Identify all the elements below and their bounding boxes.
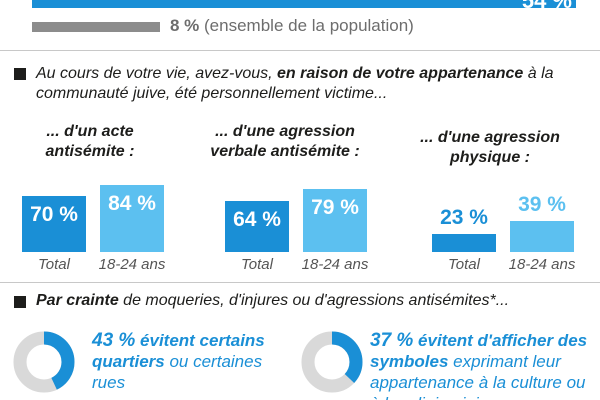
question-fear: Par crainte de moqueries, d'injures ou d… [36,292,510,309]
bar-value-label: 79 % [311,195,359,219]
bar-category-label: Total [241,256,273,273]
group-title-line: physique : [449,149,530,166]
donut-arc [13,331,75,393]
bar-value-label: 23 % [440,205,488,229]
question-victim: Au cours de votre vie, avez-vous, en rai… [36,65,554,102]
group-title-line: antisémite : [45,143,135,160]
population-text: (ensemble de la population) [199,16,414,35]
group-title-line: ... d'une agression [420,129,560,146]
bar-value-label: 84 % [108,191,156,215]
bar-category-label: 18-24 ans [301,256,369,273]
stat-percent: 43 % [92,330,136,351]
group-title-0: ... d'un acte antisémite : [0,122,200,162]
stat-bold-text: évitent certains quartiers [92,331,265,371]
section-bullet-square-2 [14,296,26,308]
top-result-value: 54 % [521,0,572,13]
stat-rest-text: ou certaines rues [92,352,263,392]
group-title-line: verbale antisémite : [210,143,360,160]
bar-category-label: Total [38,256,70,273]
donut-arc [301,331,363,393]
donut-chart-0 [13,331,75,393]
group-title-line: ... d'une agression [215,123,355,140]
stat-text-1: 37 % évitent d'afficher des symboles exp… [370,330,596,400]
bar-value-label: 39 % [518,192,566,216]
bar-category-label: 18-24 ans [98,256,166,273]
group-title-2: ... d'une agression physique : [380,128,600,168]
population-label: 8 % (ensemble de la population) [170,16,414,36]
bar-1-0 [225,200,289,252]
section-bullet-square [14,68,26,80]
bar-category-label: Total [448,256,480,273]
stat-rest-text: exprimant leur appartenance à la culture… [370,352,586,400]
stat-percent: 37 % [370,330,414,351]
population-bar [32,22,160,32]
bar-value-label: 64 % [233,207,281,231]
bar-2-1 [510,220,574,252]
stat-text-0: 43 % évitent certains quartiers ou certa… [92,330,292,393]
bar-2-0 [432,233,496,252]
section-divider-top [0,50,600,51]
bar-category-label: 18-24 ans [508,256,576,273]
bar-value-label: 70 % [30,203,78,226]
top-result-bar [32,0,576,8]
bar-0-1 [100,184,164,252]
stat-bold-text: évitent d'afficher des symboles [370,331,588,371]
group-title-line: ... d'un acte [46,123,134,140]
section-divider-bottom [0,282,600,283]
bar-1-1 [303,188,367,252]
bar-0-0 [22,196,86,252]
group-title-1: ... d'une agression verbale antisémite : [175,122,395,162]
population-value: 8 % [170,16,200,35]
donut-chart-1 [301,331,363,393]
